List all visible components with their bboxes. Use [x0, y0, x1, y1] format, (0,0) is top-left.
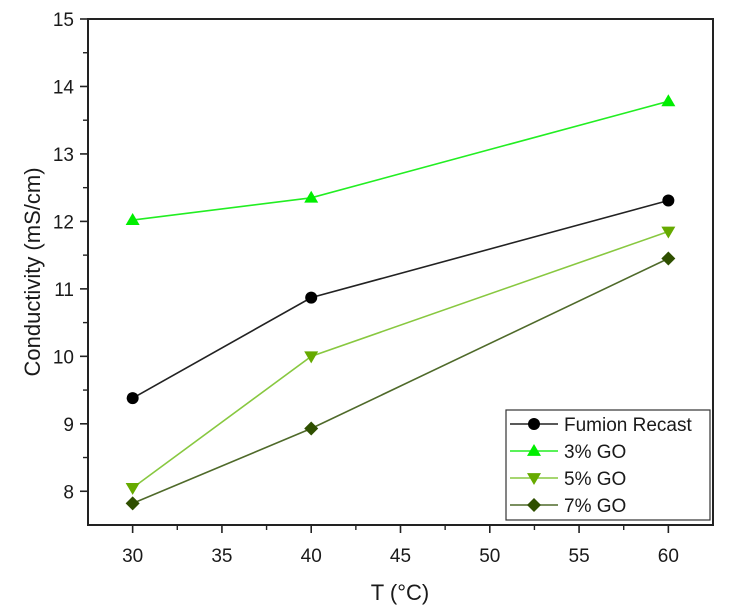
x-axis-title: T (°C)	[371, 580, 430, 605]
legend-label: 5% GO	[564, 469, 626, 490]
series-fumion-recast	[126, 194, 675, 405]
y-tick-label: 15	[53, 10, 74, 31]
legend-item: 5% GO	[510, 469, 626, 490]
y-tick-label: 8	[63, 482, 74, 503]
data-point	[661, 251, 676, 266]
x-axis: 30 35 40 45 50 55 60	[122, 525, 679, 567]
data-point	[305, 291, 318, 304]
legend-label: 3% GO	[564, 442, 626, 463]
legend-marker	[528, 418, 540, 430]
x-tick-label: 40	[301, 546, 322, 567]
series-layer	[125, 94, 676, 511]
data-point	[304, 421, 319, 436]
y-tick-label: 12	[53, 212, 74, 233]
y-tick-label: 13	[53, 145, 74, 166]
legend: Fumion Recast 3% GO 5% GO 7% GO	[505, 409, 711, 521]
x-tick-label: 45	[390, 546, 411, 567]
y-axis-title: Conductivity (mS/cm)	[20, 167, 45, 376]
legend-item: 7% GO	[510, 496, 626, 517]
legend-marker	[527, 473, 541, 485]
data-point	[125, 496, 140, 511]
y-tick-label: 10	[53, 347, 74, 368]
series-line	[132, 100, 669, 221]
legend-item: 3% GO	[510, 442, 626, 463]
series-3-go	[125, 94, 676, 225]
x-tick-label: 30	[122, 546, 143, 567]
data-point	[662, 194, 675, 207]
legend-marker	[527, 444, 541, 456]
data-point	[125, 213, 140, 225]
y-axis: 8 9 10 11 12 13 14 15	[53, 10, 88, 503]
data-point	[126, 392, 139, 405]
y-tick-label: 14	[53, 77, 75, 98]
x-tick-label: 35	[211, 546, 232, 567]
x-tick-label: 60	[658, 546, 679, 567]
legend-box	[505, 409, 711, 521]
x-tick-label: 50	[479, 546, 500, 567]
series-line	[132, 199, 669, 399]
legend-marker	[527, 498, 541, 512]
y-tick-label: 11	[54, 280, 74, 301]
legend-label: 7% GO	[564, 496, 626, 517]
data-point	[304, 190, 319, 203]
data-point	[125, 482, 140, 495]
x-tick-label: 55	[569, 546, 590, 567]
legend-item: Fumion Recast	[510, 415, 692, 436]
series-5-go	[125, 226, 676, 495]
data-point	[661, 94, 676, 107]
series-7-go	[125, 251, 676, 511]
data-point	[304, 351, 319, 364]
y-tick-label: 9	[63, 415, 74, 436]
legend-label: Fumion Recast	[564, 415, 692, 436]
data-point	[661, 226, 676, 239]
